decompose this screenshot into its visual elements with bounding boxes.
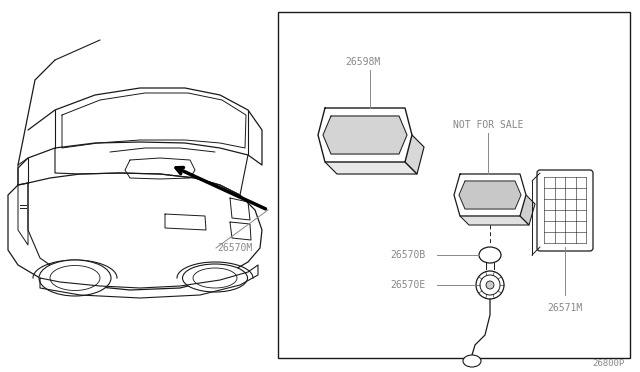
Ellipse shape	[479, 247, 501, 263]
Text: 26598M: 26598M	[345, 57, 380, 67]
FancyBboxPatch shape	[537, 170, 593, 251]
Text: 26570M: 26570M	[217, 243, 252, 253]
Text: NOT FOR SALE: NOT FOR SALE	[452, 120, 524, 130]
Text: 26800P: 26800P	[593, 359, 625, 368]
Polygon shape	[318, 108, 412, 162]
Text: 26570B: 26570B	[390, 250, 425, 260]
Ellipse shape	[182, 264, 248, 292]
Polygon shape	[460, 216, 529, 225]
Polygon shape	[323, 116, 407, 154]
Polygon shape	[454, 174, 526, 216]
Ellipse shape	[39, 260, 111, 296]
Polygon shape	[405, 135, 424, 174]
Text: 26571M: 26571M	[547, 303, 582, 313]
Circle shape	[476, 271, 504, 299]
Polygon shape	[325, 162, 417, 174]
Text: 26570E: 26570E	[390, 280, 425, 290]
Ellipse shape	[463, 355, 481, 367]
Circle shape	[486, 281, 494, 289]
Polygon shape	[459, 181, 521, 209]
Polygon shape	[520, 195, 535, 225]
Bar	[278, 12, 630, 358]
